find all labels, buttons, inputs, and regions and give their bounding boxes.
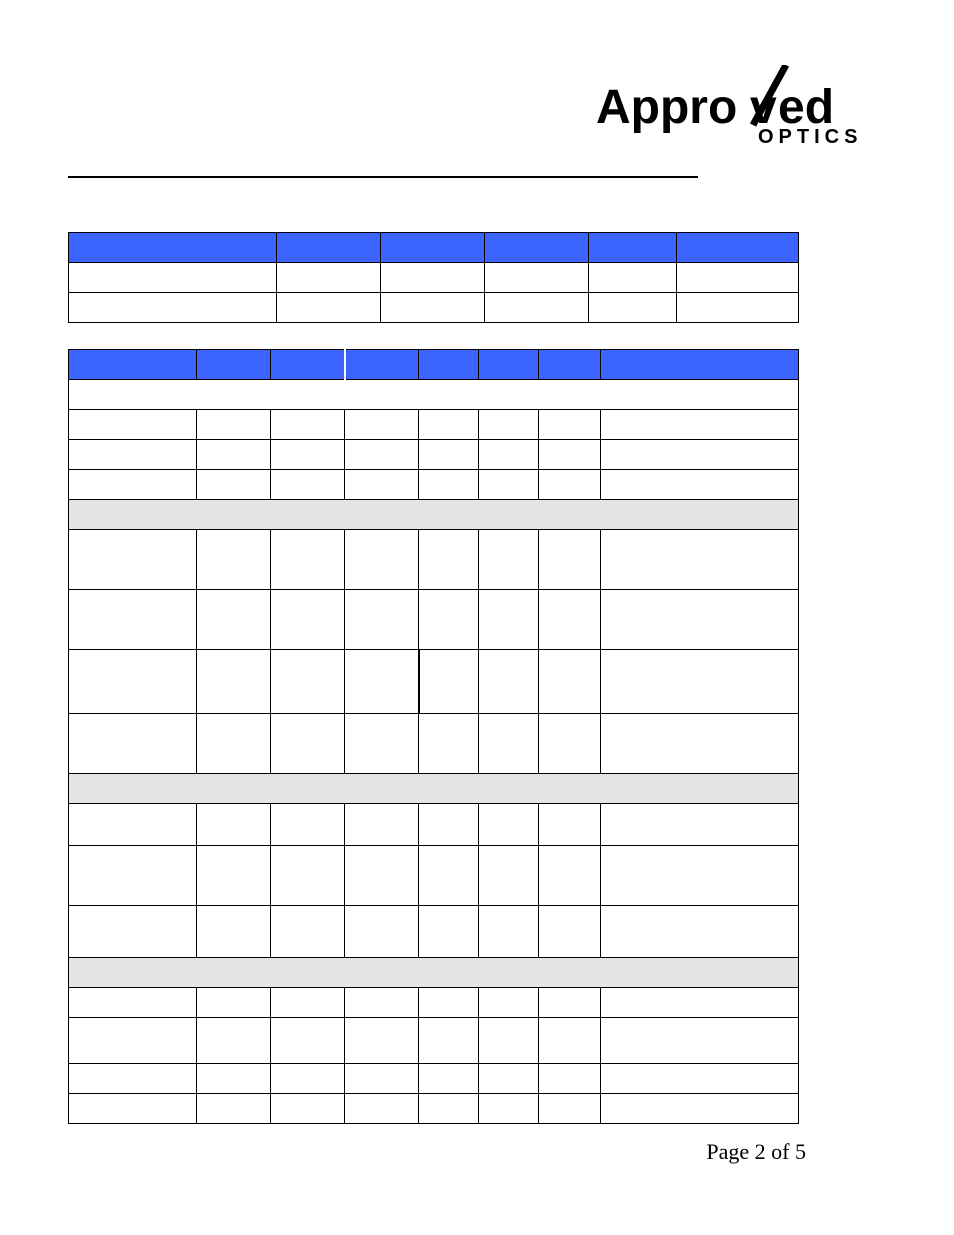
logo-subtext: OPTICS [758, 126, 862, 147]
table-row [69, 380, 799, 410]
table-row [69, 410, 799, 440]
ordering-info-table [68, 232, 799, 323]
table-row [69, 293, 799, 323]
table-row [69, 1064, 799, 1094]
table-row [69, 1018, 799, 1064]
optical-spec-table [68, 349, 799, 1124]
table-row [69, 650, 799, 714]
table1-header [69, 233, 799, 263]
section-row [69, 774, 799, 804]
table-row [69, 988, 799, 1018]
table-row [69, 470, 799, 500]
logo: Appro v ed OPTICS [596, 65, 866, 152]
table-row [69, 714, 799, 774]
section-row [69, 500, 799, 530]
logo-text: Appro [596, 81, 737, 134]
table-row [69, 906, 799, 958]
section-row [69, 958, 799, 988]
table-row [69, 530, 799, 590]
table-row [69, 846, 799, 906]
page-number: Page 2 of 5 [706, 1139, 806, 1165]
title-underline [68, 176, 698, 178]
table-row [69, 804, 799, 846]
table2-header [69, 350, 799, 380]
table-row [69, 590, 799, 650]
table-row [69, 1094, 799, 1124]
table-row [69, 263, 799, 293]
table-row [69, 440, 799, 470]
